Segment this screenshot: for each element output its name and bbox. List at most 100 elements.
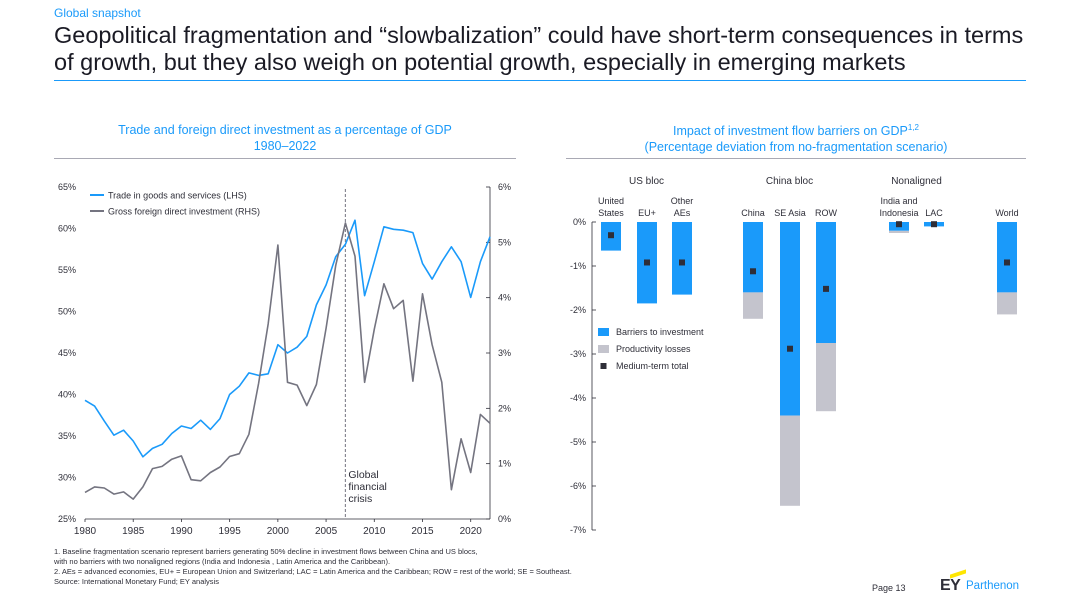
category-label: Indonesia (879, 208, 918, 218)
y-tick-label: -7% (570, 525, 586, 535)
left-title-divider (54, 158, 516, 159)
category-label: United (598, 196, 624, 206)
x-tick-label: 2020 (460, 526, 483, 537)
legend-label: Trade in goods and services (LHS) (108, 191, 247, 201)
group-label: China bloc (766, 176, 813, 187)
x-tick-label: 1995 (219, 526, 242, 537)
legend-swatch (598, 328, 609, 336)
y-tick-label: -6% (570, 481, 586, 491)
y-left-tick-label: 35% (58, 431, 76, 441)
series-line-fdi (84, 222, 491, 500)
x-tick-label: 2000 (267, 526, 290, 537)
marker-total (608, 232, 614, 239)
legend-label: Medium-term total (616, 361, 689, 371)
logo-brand-text: Parthenon (966, 580, 1020, 592)
bar-productivity (889, 230, 909, 233)
marker-total (750, 268, 756, 275)
footnote-1-line-1: 1. Baseline fragmentation scenario repre… (54, 547, 478, 556)
y-left-tick-label: 50% (58, 307, 76, 317)
legend-label: Gross foreign direct investment (RHS) (108, 207, 260, 217)
y-tick-label: 0% (573, 217, 586, 227)
x-tick-label: 2005 (315, 526, 338, 537)
marker-total (679, 259, 685, 266)
legend-label: Barriers to investment (616, 327, 704, 337)
bar-productivity (780, 415, 800, 506)
x-tick-label: 2010 (363, 526, 386, 537)
bar-productivity (816, 343, 836, 412)
y-right-tick-label: 1% (498, 459, 511, 469)
x-tick-label: 2015 (411, 526, 434, 537)
marker-total (1004, 259, 1010, 266)
bar-productivity (997, 292, 1017, 315)
bar-barriers (780, 222, 800, 416)
series-line-trade (84, 219, 491, 458)
bar-barriers (743, 222, 763, 293)
footnotes: 1. Baseline fragmentation scenario repre… (54, 547, 754, 587)
logo-ey-mark: EY (940, 577, 961, 594)
group-label: US bloc (629, 176, 664, 187)
y-left-tick-label: 30% (58, 473, 76, 483)
category-label: EU+ (638, 208, 656, 218)
marker-total (931, 221, 937, 228)
y-right-tick-label: 2% (498, 403, 511, 413)
y-left-tick-label: 65% (58, 182, 76, 192)
y-tick-label: -1% (570, 261, 586, 271)
left-chart-title-text: Trade and foreign direct investment as a… (118, 123, 452, 137)
category-label: LAC (925, 208, 943, 218)
y-right-tick-label: 0% (498, 514, 511, 524)
y-right-tick-label: 3% (498, 348, 511, 358)
group-label: Nonaligned (891, 176, 942, 187)
category-label: World (995, 208, 1018, 218)
marker-total (787, 345, 793, 352)
x-tick-label: 1990 (170, 526, 193, 537)
y-left-tick-label: 40% (58, 390, 76, 400)
y-right-tick-label: 5% (498, 237, 511, 247)
marker-total (823, 285, 829, 292)
gfc-annotation-text: crisis (348, 493, 372, 505)
y-tick-label: -2% (570, 305, 586, 315)
gfc-annotation-text: financial (348, 481, 387, 493)
category-label: India and (880, 196, 917, 206)
page-headline: Geopolitical fragmentation and “slowbali… (54, 22, 1024, 75)
bar-barriers (672, 222, 692, 295)
ey-parthenon-logo: EY Parthenon (940, 569, 1030, 596)
right-chart-subtitle: (Percentage deviation from no-fragmentat… (644, 140, 948, 155)
category-label: SE Asia (774, 208, 806, 218)
investment-barriers-bar-chart: 0% -1% -2% -3% -4% -5% -6% -7% US bloc China bloc… (570, 176, 1019, 535)
y-tick-label: -5% (570, 437, 586, 447)
right-chart-title-text: Impact of investment flow barriers on GD… (673, 124, 908, 139)
y-tick-label: -4% (570, 393, 586, 403)
y-left-tick-label: 25% (58, 514, 76, 524)
category-label: ROW (815, 208, 838, 218)
legend-label: Productivity losses (616, 344, 691, 354)
x-tick-label: 1980 (74, 526, 97, 537)
bar-barriers (997, 222, 1017, 293)
right-chart-title: Impact of investment flow barriers on GD… (566, 120, 1026, 155)
legend-swatch (598, 345, 609, 353)
left-chart-title: Trade and foreign direct investment as a… (54, 122, 516, 154)
bar-barriers (816, 222, 836, 343)
trade-fdi-line-chart: 1980 1985 1990 1995 2000 2005 2010 2015 2020 25% 3… (58, 182, 511, 537)
y-tick-label: -3% (570, 349, 586, 359)
section-label: Global snapshot (54, 6, 141, 20)
footnote-2: 2. AEs = advanced economies, EU+ = Europ… (54, 567, 572, 576)
footnote-1-line-2: with no barriers with two nonaligned reg… (54, 557, 391, 566)
gfc-annotation-text: Global (348, 469, 378, 481)
category-label: China (741, 208, 765, 218)
category-label: Other (671, 196, 694, 206)
headline-divider (54, 80, 1026, 81)
bar-productivity (743, 292, 763, 319)
y-right-tick-label: 4% (498, 293, 511, 303)
y-left-tick-label: 55% (58, 265, 76, 275)
page-number: Page 13 (872, 583, 906, 593)
legend-swatch (600, 363, 607, 369)
marker-total (896, 221, 902, 228)
right-title-divider (566, 158, 1026, 159)
source-note: Source: International Monetary Fund; EY … (54, 577, 219, 586)
left-chart-subtitle: 1980–2022 (253, 139, 317, 153)
right-chart-title-footnote-ref: 1,2 (907, 123, 919, 132)
category-label: States (598, 208, 624, 218)
y-left-tick-label: 60% (58, 224, 76, 234)
category-label: AEs (674, 208, 691, 218)
x-tick-label: 1985 (122, 526, 145, 537)
